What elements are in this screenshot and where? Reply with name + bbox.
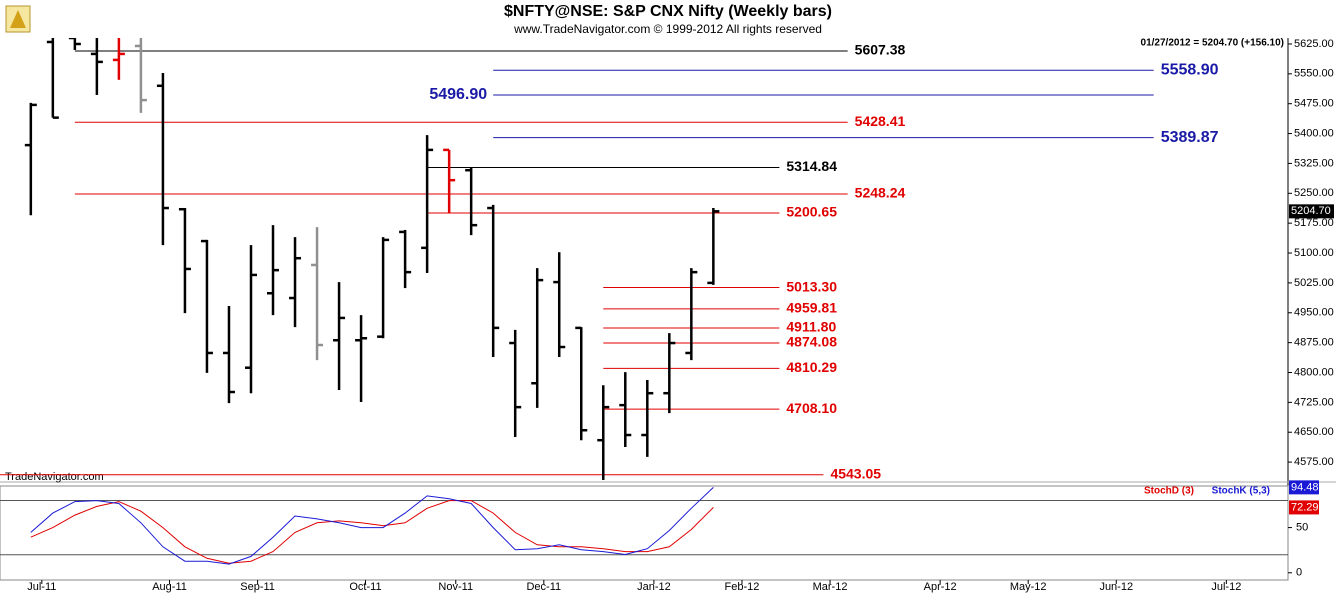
x-tick-label: Oct-11 [349,581,381,593]
chart-title: $NFTY@NSE: S&P CNX Nifty (Weekly bars) [504,3,832,20]
last-value-label: 72.29 [1291,501,1319,513]
level-label: 5013.30 [786,278,837,294]
last-value-label: 94.48 [1291,481,1319,493]
x-tick-label: Aug-11 [152,581,187,593]
level-label: 4810.29 [786,359,837,375]
x-tick-label: Sep-11 [240,581,275,593]
x-tick-label: Jan-12 [637,581,671,593]
last-value-tag [1289,500,1319,515]
stoch-panel [0,487,1288,565]
logo [5,5,31,33]
axes: 4575.00 4650.00 4725.00 4800.00 4875.00 4950.… [27,38,1334,593]
y-tick-label: 4875.00 [1294,337,1334,349]
x-tick-label: Nov-11 [438,581,473,593]
last-value-tag [1289,480,1319,495]
level-label: 5428.41 [855,113,906,129]
x-tick-label: Mar-12 [813,581,848,593]
x-tick-label: Feb-12 [725,581,760,593]
y-tick-label: 4650.00 [1294,426,1334,438]
legend-entry: StochD (3) [1144,486,1194,497]
x-tick-label: Jun-12 [1099,581,1133,593]
y-tick-label: 5250.00 [1294,187,1334,199]
y-tick-label: 5175.00 [1294,217,1334,229]
price-panel [0,38,1154,481]
x-tick-label: May-12 [1010,581,1047,593]
level-label: 5558.90 [1161,62,1219,79]
last-price-label: 5204.70 [1291,205,1331,217]
y-tick-label: 4575.00 [1294,456,1334,468]
y-tick-label: 5100.00 [1294,247,1334,259]
y-tick-label: 4725.00 [1294,396,1334,408]
y-tick-label: 5475.00 [1294,98,1334,110]
y-tick-label: 5625.00 [1294,38,1334,50]
level-label: 5389.87 [1161,129,1219,146]
level-label: 4874.08 [786,334,837,350]
last-price-tag [1289,204,1334,219]
x-tick-label: Jul-12 [1211,581,1241,593]
y-tick-label: 4800.00 [1294,366,1334,378]
panel-border [0,485,1289,581]
x-tick-label: Jul-11 [27,581,56,593]
y-tick-label: 4950.00 [1294,307,1334,319]
y-tick-label: 5550.00 [1294,68,1334,80]
x-tick-label: Dec-11 [526,581,561,593]
x-tick-label: Apr-12 [924,581,957,593]
level-label: 4708.10 [786,400,837,416]
stoch-line [30,487,714,565]
level-label: 4543.05 [830,466,881,482]
level-label: 5314.84 [786,158,837,174]
info: 01/27/2012 = 5204.70 (+156.10) [1141,38,1284,49]
y-tick-label: 50 [1296,521,1308,533]
y-tick-label: 0 [1296,567,1302,579]
legend-entry: StochK (5,3) [1212,486,1270,497]
chart-subtitle: www.TradeNavigator.com © 1999-2012 All r… [513,22,822,36]
level-label: 5248.24 [855,185,906,201]
level-label: 5200.65 [786,204,837,220]
y-tick-label: 5400.00 [1294,127,1334,139]
level-label: 5607.38 [855,42,906,58]
y-tick-label: 5025.00 [1294,277,1334,289]
level-label: 4959.81 [786,300,837,316]
level-label: 4911.80 [786,319,836,335]
y-tick-label: 5325.00 [1294,157,1334,169]
level-label: 5496.90 [429,86,487,103]
watermark: TradeNavigator.com [5,471,104,483]
stoch-line [30,500,714,564]
